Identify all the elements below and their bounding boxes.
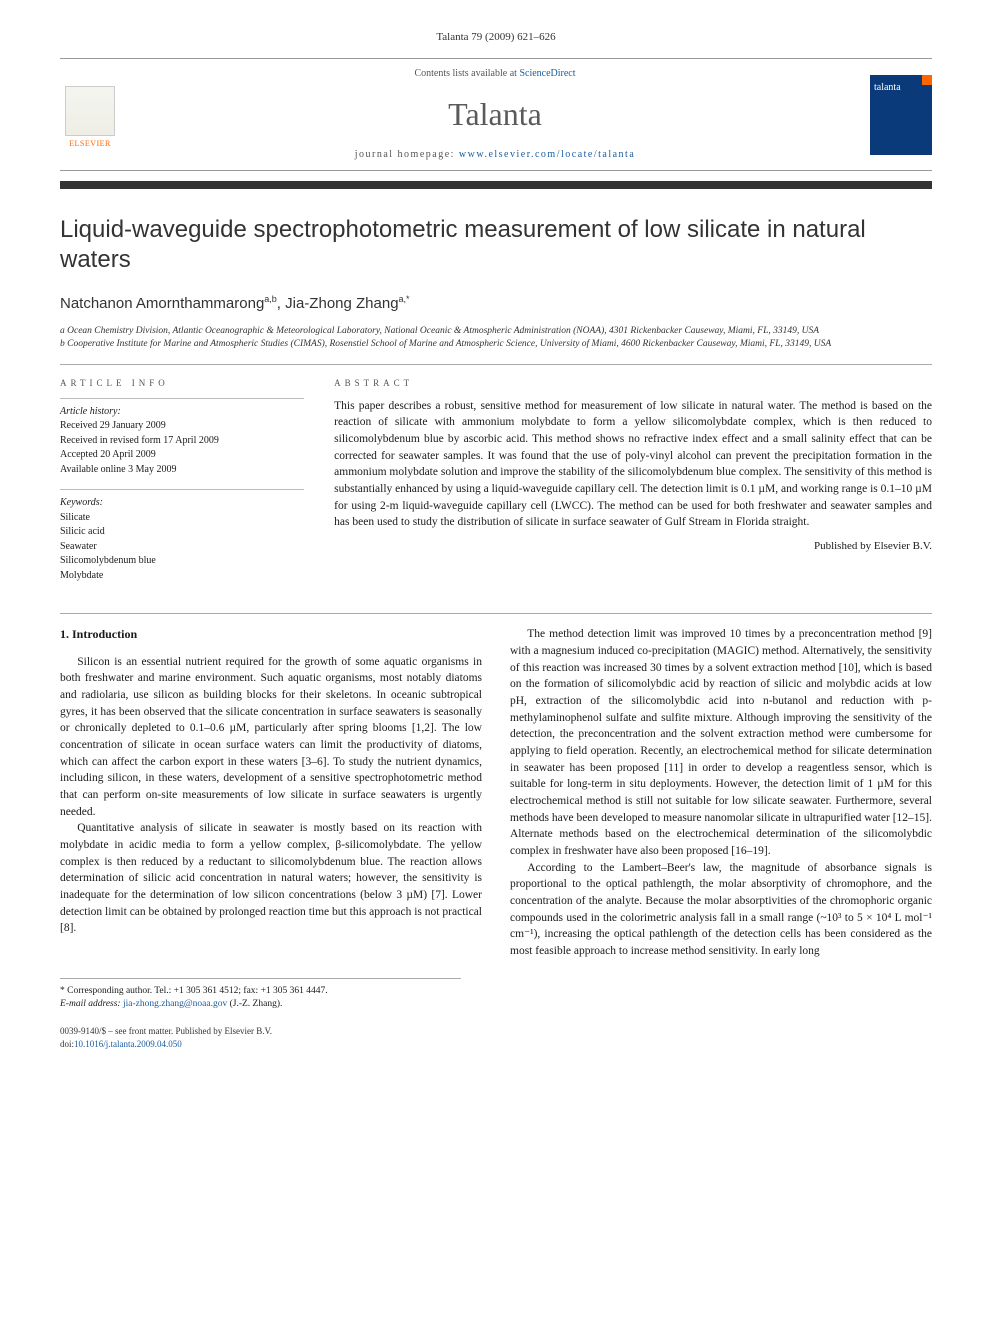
email-line: E-mail address: jia-zhong.zhang@noaa.gov…	[60, 998, 461, 1011]
contents-prefix: Contents lists available at	[414, 68, 519, 79]
cover-stripe	[922, 75, 932, 85]
author-2-affil: a,*	[399, 294, 410, 304]
body-paragraph-1: Silicon is an essential nutrient require…	[60, 654, 482, 821]
header-center: Contents lists available at ScienceDirec…	[120, 67, 870, 162]
section-heading: 1. Introduction	[60, 626, 482, 643]
abstract-text: This paper describes a robust, sensitive…	[334, 398, 932, 531]
article-title: Liquid-waveguide spectrophotometric meas…	[60, 215, 932, 275]
keyword-1: Silicate	[60, 511, 304, 526]
author-1-affil: a,b	[264, 294, 277, 304]
history-received: Received 29 January 2009	[60, 419, 304, 434]
history-accepted: Accepted 20 April 2009	[60, 448, 304, 463]
info-abstract-row: ARTICLE INFO Article history: Received 2…	[60, 377, 932, 596]
section-title: Introduction	[72, 627, 137, 641]
keyword-5: Molybdate	[60, 569, 304, 584]
elsevier-tree-icon	[65, 86, 115, 136]
author-1: Natchanon Amornthammarong	[60, 295, 264, 312]
body-columns: 1. Introduction Silicon is an essential …	[60, 626, 932, 959]
doi-line: doi:10.1016/j.talanta.2009.04.050	[60, 1038, 932, 1051]
journal-header: ELSEVIER Contents lists available at Sci…	[60, 58, 932, 171]
homepage-line: journal homepage: www.elsevier.com/locat…	[355, 148, 636, 163]
cover-label: talanta	[874, 81, 928, 96]
elsevier-logo: ELSEVIER	[60, 80, 120, 150]
front-matter-line: 0039-9140/$ – see front matter. Publishe…	[60, 1025, 932, 1038]
affiliations: a Ocean Chemistry Division, Atlantic Oce…	[60, 325, 932, 352]
keywords-block: Keywords: Silicate Silicic acid Seawater…	[60, 489, 304, 583]
corresponding-author: * Corresponding author. Tel.: +1 305 361…	[60, 985, 461, 998]
abstract-heading: ABSTRACT	[334, 377, 932, 390]
keyword-4: Silicomolybdenum blue	[60, 554, 304, 569]
header-rule	[60, 181, 932, 189]
journal-name: Talanta	[448, 91, 542, 137]
abstract-column: ABSTRACT This paper describes a robust, …	[334, 377, 932, 596]
body-paragraph-3: The method detection limit was improved …	[510, 626, 932, 859]
article-history-block: Article history: Received 29 January 200…	[60, 398, 304, 478]
doi-label: doi:	[60, 1039, 74, 1049]
keyword-2: Silicic acid	[60, 525, 304, 540]
article-info-column: ARTICLE INFO Article history: Received 2…	[60, 377, 304, 596]
author-separator: ,	[277, 295, 285, 312]
sciencedirect-link[interactable]: ScienceDirect	[519, 68, 575, 79]
email-label: E-mail address:	[60, 999, 123, 1009]
footnotes: * Corresponding author. Tel.: +1 305 361…	[60, 978, 461, 1012]
affiliation-b: b Cooperative Institute for Marine and A…	[60, 338, 932, 351]
history-revised: Received in revised form 17 April 2009	[60, 434, 304, 449]
article-info-heading: ARTICLE INFO	[60, 377, 304, 390]
author-list: Natchanon Amornthammaronga,b, Jia-Zhong …	[60, 293, 932, 315]
doi-link[interactable]: 10.1016/j.talanta.2009.04.050	[74, 1039, 182, 1049]
homepage-prefix: journal homepage:	[355, 149, 459, 160]
publisher-name: ELSEVIER	[69, 138, 111, 150]
homepage-link[interactable]: www.elsevier.com/locate/talanta	[459, 149, 635, 160]
history-online: Available online 3 May 2009	[60, 463, 304, 478]
keyword-3: Seawater	[60, 540, 304, 555]
body-paragraph-4: According to the Lambert–Beer's law, the…	[510, 860, 932, 960]
journal-cover-thumbnail: talanta	[870, 75, 932, 155]
author-email-link[interactable]: jia-zhong.zhang@noaa.gov	[123, 999, 227, 1009]
affiliation-a: a Ocean Chemistry Division, Atlantic Oce…	[60, 325, 932, 338]
divider-2	[60, 613, 932, 614]
contents-line: Contents lists available at ScienceDirec…	[414, 67, 575, 82]
divider	[60, 364, 932, 365]
email-suffix: (J.-Z. Zhang).	[227, 999, 282, 1009]
published-by: Published by Elsevier B.V.	[334, 539, 932, 555]
history-label: Article history:	[60, 405, 304, 420]
author-2: Jia-Zhong Zhang	[285, 295, 398, 312]
bottom-meta: 0039-9140/$ – see front matter. Publishe…	[60, 1025, 932, 1050]
body-paragraph-2: Quantitative analysis of silicate in sea…	[60, 820, 482, 937]
keywords-label: Keywords:	[60, 496, 304, 511]
section-number: 1.	[60, 627, 69, 641]
journal-citation: Talanta 79 (2009) 621–626	[60, 30, 932, 46]
